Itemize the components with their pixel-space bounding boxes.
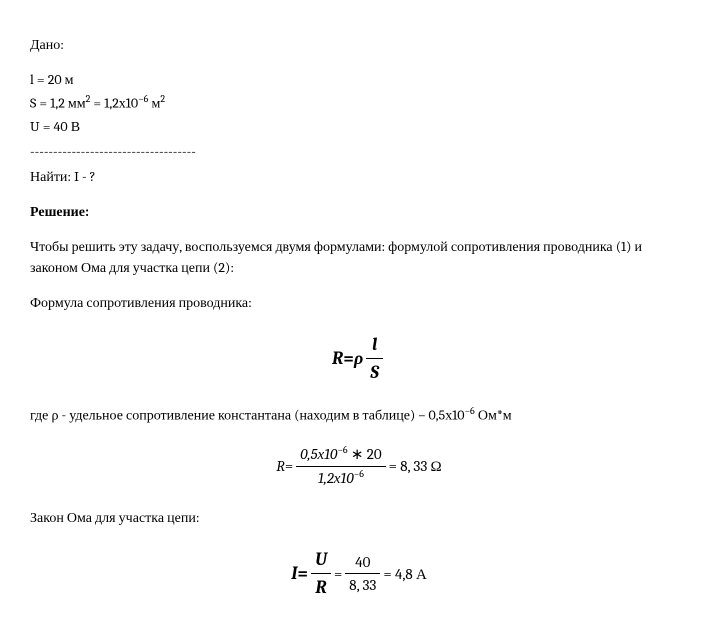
i-num: U <box>311 546 331 573</box>
rho-pre: где ρ - удельное сопротивление константа… <box>30 406 465 423</box>
area-exp3: 2 <box>160 93 165 105</box>
calc-r-eq: = <box>285 455 293 478</box>
solution-intro: Чтобы решить эту задачу, воспользуемся д… <box>30 236 688 278</box>
formula1-label: Формула сопротивления проводника: <box>30 292 688 313</box>
area-part1: S = 1,2 мм <box>30 95 86 112</box>
area-part3: м <box>148 95 160 112</box>
formula-resistance: R = ρ l S <box>30 331 688 386</box>
formula-current: I = U R = 40 8, 33 = 4,8 А <box>30 546 688 601</box>
given-length: l = 20 м <box>30 69 688 90</box>
calc-r-den-a: 1,2х10 <box>318 469 354 487</box>
i-den: R <box>311 573 331 601</box>
divider-line: ------------------------------------ <box>30 141 688 162</box>
r-den: S <box>366 358 383 386</box>
formula2-label: Закон Ома для участка цепи: <box>30 507 688 528</box>
given-area: S = 1,2 мм2 = 1,2х10−6 м2 <box>30 92 688 114</box>
calc-resistance: R = 0,5х10−6 ∗ 20 1,2х10−6 = 8, 33 Ω <box>30 443 688 489</box>
r-eq: = <box>343 345 354 372</box>
i-result: = 4,8 А <box>383 563 426 586</box>
calc-r-result: = 8, 33 Ω <box>389 455 442 478</box>
rho-exp: −6 <box>465 405 475 417</box>
calc-r-lhs: R <box>276 455 285 478</box>
rho-text: где ρ - удельное сопротивление константа… <box>30 404 688 426</box>
rho-post: Ом*м <box>475 406 512 423</box>
r-rho: ρ <box>354 345 363 372</box>
area-exp2: −6 <box>138 93 148 105</box>
calc-r-num-a: 0,5х10 <box>300 445 337 463</box>
i-eq1: = <box>297 560 308 587</box>
given-heading: Дано: <box>30 34 688 55</box>
i-eq2: = <box>334 563 342 586</box>
i-den2: 8, 33 <box>345 573 380 597</box>
r-lhs: R <box>332 345 343 372</box>
find-line: Найти: I - ? <box>30 166 688 187</box>
calc-r-den-exp: −6 <box>354 468 364 480</box>
area-part2: = 1,2х10 <box>90 95 138 112</box>
solution-heading: Решение: <box>30 201 688 222</box>
i-num2: 40 <box>345 551 380 574</box>
calc-r-num-b: ∗ 20 <box>348 445 382 463</box>
given-voltage: U = 40 В <box>30 116 688 137</box>
calc-r-num-exp: −6 <box>337 444 347 456</box>
r-num: l <box>366 331 383 358</box>
